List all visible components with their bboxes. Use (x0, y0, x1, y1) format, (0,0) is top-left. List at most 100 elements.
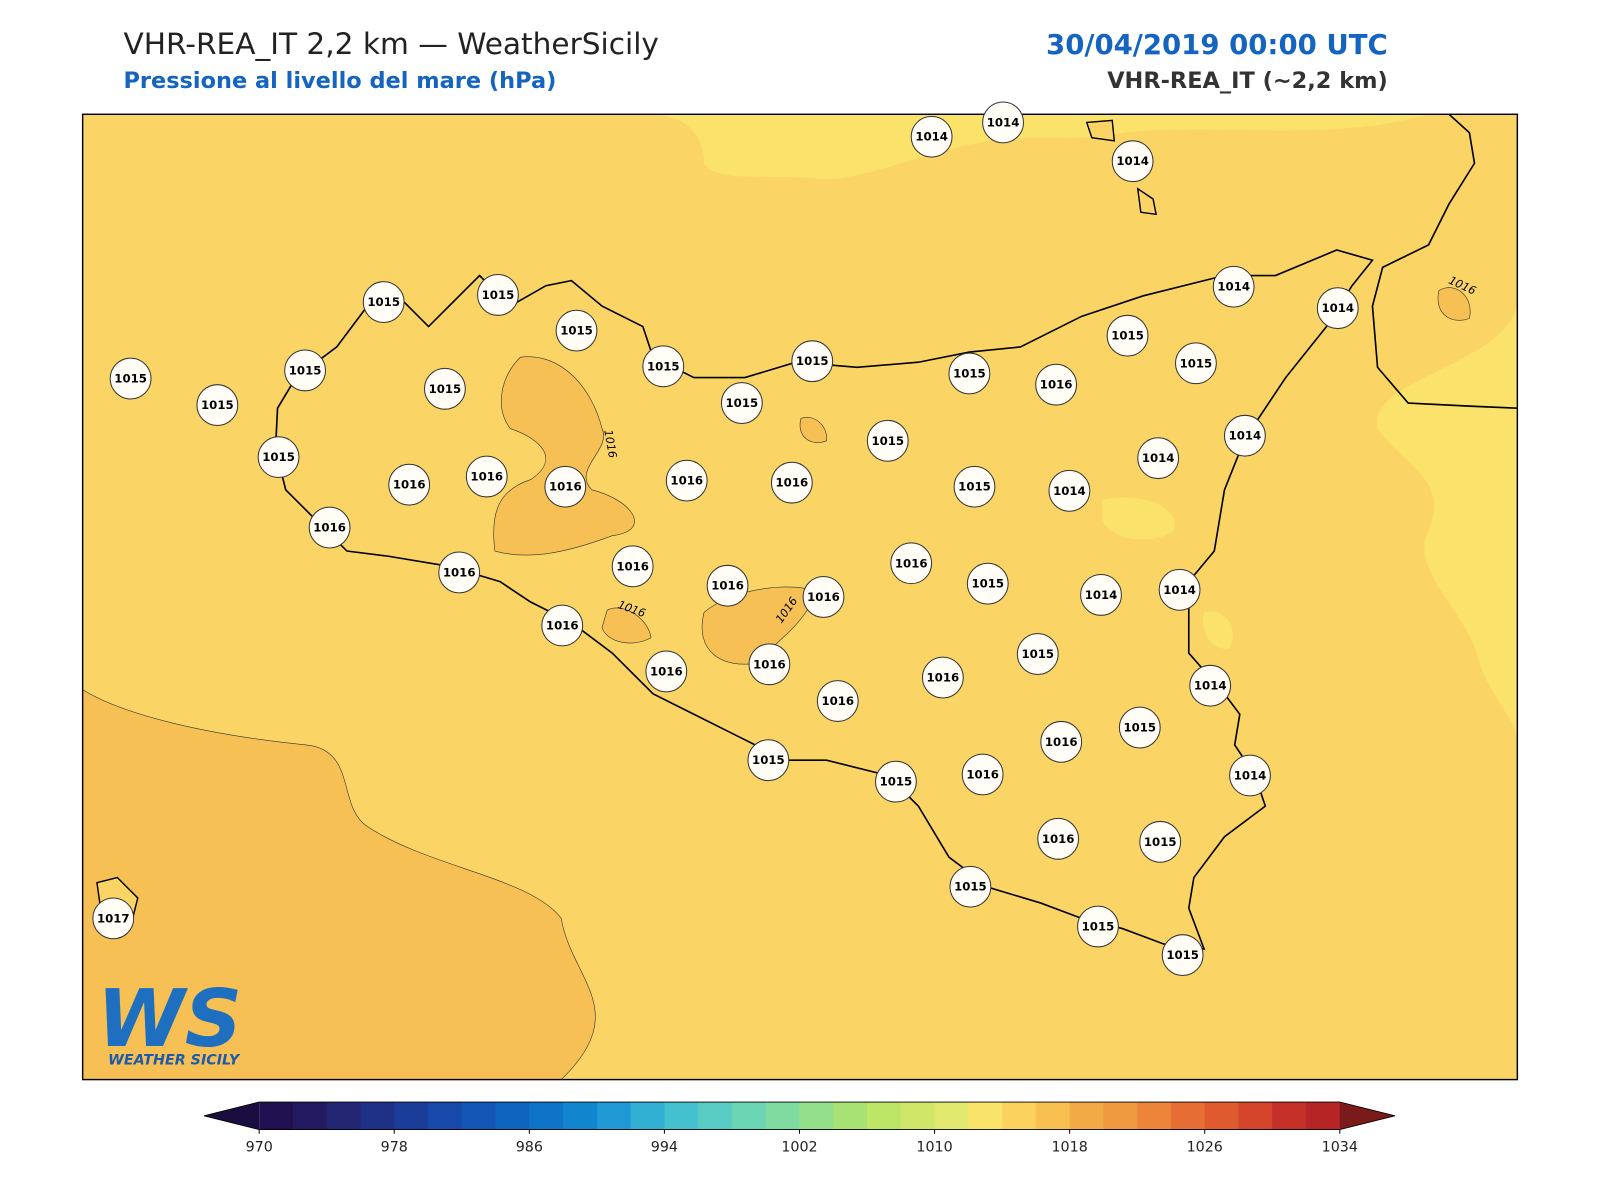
colorbar-tick-label: 1018 (1051, 1139, 1087, 1155)
station-marker (642, 345, 685, 388)
station-value: 1016 (393, 478, 426, 492)
station: 1016 (611, 545, 654, 588)
station: 1016 (770, 461, 813, 504)
station: 1015 (953, 465, 996, 508)
station: 1015 (257, 436, 300, 479)
contour-area (1376, 306, 1518, 735)
station: 1016 (921, 656, 964, 699)
station: 1014 (910, 115, 953, 158)
colorbar-band (1204, 1102, 1239, 1130)
station-marker (645, 650, 688, 693)
station: 1015 (362, 281, 405, 323)
station: 1015 (866, 419, 909, 462)
colorbar-band (698, 1102, 733, 1130)
station-marker (1139, 820, 1182, 863)
station-value: 1014 (1053, 484, 1086, 498)
station: 1016 (438, 551, 481, 594)
station: 1014 (1080, 573, 1122, 616)
station-marker (1077, 905, 1119, 948)
station-value: 1015 (953, 366, 986, 380)
station: 1016 (308, 506, 351, 549)
station: 1015 (1118, 706, 1161, 749)
map (82, 114, 1518, 1080)
station-value: 1014 (1085, 588, 1118, 602)
station-value: 1015 (1082, 920, 1115, 934)
station-value: 1017 (97, 911, 130, 925)
station-value: 1015 (954, 880, 987, 894)
station: 1015 (284, 349, 327, 392)
station: 1016 (890, 542, 933, 585)
colorbar-band (900, 1102, 936, 1130)
station: 1016 (706, 564, 749, 607)
station-value: 1015 (429, 382, 462, 396)
model: VHR-REA_IT (~2,2 km) (1107, 68, 1388, 94)
station-marker (791, 340, 834, 383)
station-marker (92, 897, 135, 940)
station-marker (555, 309, 598, 352)
station-marker (541, 604, 584, 647)
station: 1014 (1111, 140, 1154, 183)
colorbar-band (292, 1102, 328, 1130)
calabria-coast (1371, 114, 1518, 409)
station-value: 1015 (726, 396, 759, 410)
station-value: 1015 (114, 372, 147, 386)
colorbar-band (428, 1102, 463, 1130)
station-marker (465, 455, 508, 498)
colorbar-band (259, 1102, 294, 1130)
station-marker (961, 753, 1004, 796)
station-marker (1212, 265, 1255, 308)
station: 1014 (1229, 754, 1271, 797)
station: 1015 (1016, 633, 1059, 675)
station-value: 1015 (647, 359, 680, 373)
station-marker (1137, 437, 1180, 480)
station: 1015 (1139, 820, 1182, 863)
station-marker (966, 562, 1009, 605)
station-marker (949, 865, 992, 908)
station: 1015 (1161, 934, 1204, 977)
station-marker (1048, 469, 1091, 512)
station: 1014 (982, 101, 1024, 144)
station: 1016 (802, 576, 845, 618)
station-marker (1037, 817, 1080, 860)
contour-area (493, 356, 635, 556)
colorbar-tick-label: 978 (381, 1139, 408, 1155)
colorbar-band (731, 1102, 767, 1130)
station: 1016 (544, 465, 587, 508)
station: 1016 (1035, 363, 1078, 406)
station-value: 1016 (927, 671, 960, 685)
station-value: 1015 (1180, 356, 1213, 370)
station: 1015 (423, 367, 466, 410)
station-value: 1016 (1040, 378, 1073, 392)
station-value: 1014 (1116, 154, 1149, 168)
colorbar-band (326, 1102, 362, 1130)
colorbar-tick-label: 1002 (781, 1139, 817, 1155)
colorbar-band (1137, 1102, 1172, 1130)
station: 1015 (948, 352, 991, 395)
station: 1015 (791, 340, 834, 383)
station-value: 1016 (470, 470, 503, 484)
station-marker (748, 643, 791, 686)
station-value: 1015 (752, 753, 785, 767)
colorbar-band (630, 1102, 665, 1130)
subtitle: Pressione al livello del mare (hPa) (123, 68, 556, 94)
station-marker (438, 551, 481, 594)
station-value: 1016 (895, 556, 928, 570)
station-marker (362, 281, 405, 323)
colorbar-band (1170, 1102, 1206, 1130)
colorbar-band (1306, 1102, 1341, 1130)
contour-label: 1016 (601, 429, 619, 459)
station-value: 1014 (1194, 679, 1227, 693)
station-marker (747, 739, 790, 782)
station-value: 1015 (958, 480, 991, 494)
colorbar-band (529, 1102, 564, 1130)
station-value: 1015 (1123, 721, 1156, 735)
station-marker (1016, 633, 1059, 675)
station: 1016 (1040, 720, 1083, 763)
logo: WS WEATHER SICILY (97, 972, 242, 1068)
colorbar-band (833, 1102, 868, 1130)
station: 1015 (109, 357, 152, 400)
station-value: 1015 (871, 434, 904, 448)
station-marker (388, 463, 431, 506)
station-value: 1014 (1229, 429, 1262, 443)
